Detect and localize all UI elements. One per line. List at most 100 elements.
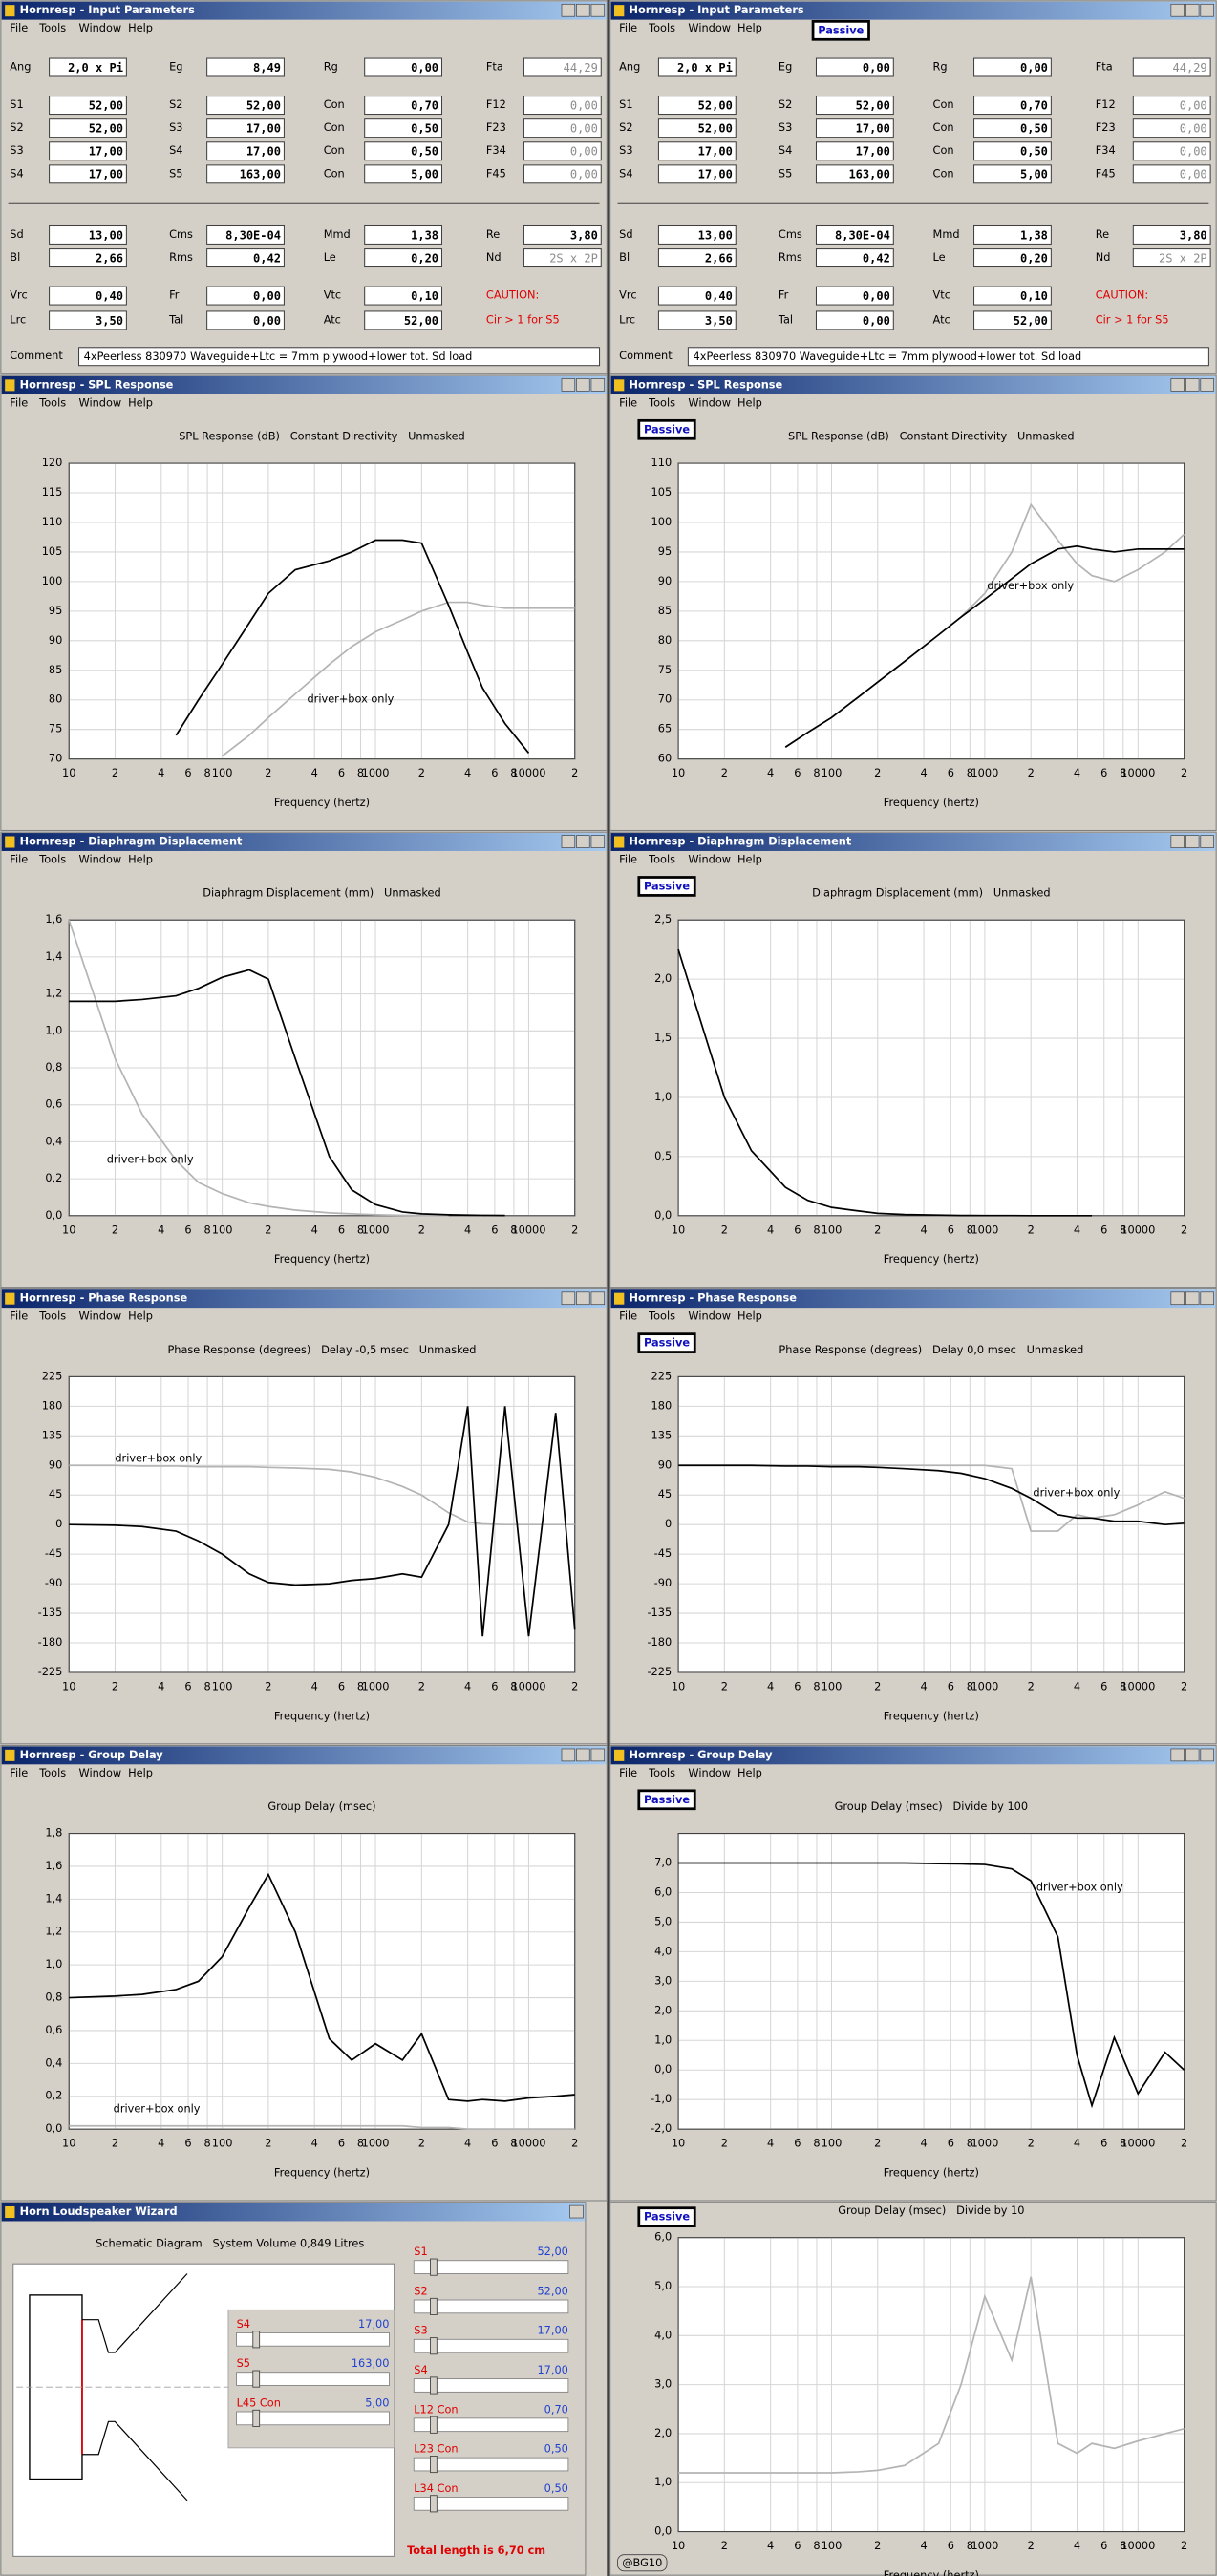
- slider-track[interactable]: [413, 2260, 569, 2274]
- close-button[interactable]: [590, 1291, 606, 1306]
- input-field[interactable]: [815, 141, 894, 161]
- input-field[interactable]: [49, 224, 127, 245]
- menu-item[interactable]: Tools: [38, 1309, 66, 1323]
- minimize-button[interactable]: [1170, 1291, 1185, 1306]
- input-field[interactable]: [815, 224, 894, 245]
- slider-track[interactable]: [413, 2417, 569, 2433]
- input-field[interactable]: [364, 96, 443, 116]
- menu-item[interactable]: Window: [688, 1766, 731, 1779]
- menu-item[interactable]: Window: [688, 21, 731, 34]
- menu-item[interactable]: File: [619, 21, 637, 34]
- maximize-button[interactable]: [1185, 835, 1200, 848]
- input-field[interactable]: [206, 310, 285, 330]
- input-field[interactable]: [973, 164, 1052, 184]
- minimize-button[interactable]: [561, 1748, 576, 1762]
- menu-item[interactable]: Help: [737, 21, 762, 34]
- input-field[interactable]: [1132, 164, 1211, 184]
- menu-item[interactable]: Help: [737, 1309, 762, 1323]
- close-button[interactable]: [1200, 3, 1214, 17]
- input-field[interactable]: [1132, 96, 1211, 116]
- input-field[interactable]: [206, 248, 285, 268]
- input-field[interactable]: [206, 96, 285, 116]
- menu-item[interactable]: Tools: [38, 1766, 66, 1779]
- input-field[interactable]: [364, 57, 443, 77]
- close-button[interactable]: [1200, 378, 1214, 392]
- menu-item[interactable]: File: [619, 395, 637, 409]
- menu-item[interactable]: Tools: [38, 852, 66, 865]
- menu-item[interactable]: Tools: [648, 395, 675, 409]
- minimize-button[interactable]: [1170, 1748, 1185, 1762]
- input-field[interactable]: [815, 286, 894, 306]
- menu-item[interactable]: Window: [688, 395, 731, 409]
- input-field[interactable]: [523, 224, 602, 245]
- menu-item[interactable]: Window: [688, 1309, 731, 1323]
- input-field[interactable]: [49, 248, 127, 268]
- menu-item[interactable]: File: [10, 21, 28, 34]
- close-button[interactable]: [590, 378, 606, 392]
- input-field[interactable]: [364, 118, 443, 138]
- comment-field[interactable]: [78, 347, 601, 367]
- input-field[interactable]: [973, 118, 1052, 138]
- slider-thumb[interactable]: [252, 2331, 261, 2349]
- input-field[interactable]: [657, 248, 737, 268]
- input-field[interactable]: [657, 57, 737, 77]
- input-field[interactable]: [973, 224, 1052, 245]
- menu-item[interactable]: Help: [737, 395, 762, 409]
- input-field[interactable]: [1132, 57, 1211, 77]
- input-field[interactable]: [973, 96, 1052, 116]
- menu-item[interactable]: Help: [128, 395, 153, 409]
- menu-item[interactable]: Window: [79, 21, 122, 34]
- slider-track[interactable]: [413, 2338, 569, 2353]
- menu-item[interactable]: Tools: [648, 1766, 675, 1779]
- maximize-button[interactable]: [1185, 1291, 1200, 1306]
- input-field[interactable]: [206, 118, 285, 138]
- menu-item[interactable]: Window: [79, 1309, 122, 1323]
- menu-item[interactable]: Help: [737, 1766, 762, 1779]
- slider-thumb[interactable]: [430, 2416, 438, 2434]
- menu-item[interactable]: File: [10, 395, 28, 409]
- menu-item[interactable]: Window: [79, 395, 122, 409]
- maximize-button[interactable]: [1185, 378, 1200, 392]
- menu-item[interactable]: Tools: [648, 1309, 675, 1323]
- input-field[interactable]: [1132, 224, 1211, 245]
- menu-item[interactable]: Help: [128, 852, 153, 865]
- slider-thumb[interactable]: [252, 2370, 261, 2388]
- input-field[interactable]: [657, 141, 737, 161]
- input-field[interactable]: [973, 57, 1052, 77]
- input-field[interactable]: [49, 286, 127, 306]
- input-field[interactable]: [49, 118, 127, 138]
- menu-item[interactable]: File: [619, 852, 637, 865]
- minimize-button[interactable]: [561, 835, 576, 848]
- input-field[interactable]: [206, 141, 285, 161]
- slider-thumb[interactable]: [430, 2297, 438, 2315]
- close-button[interactable]: [590, 1748, 606, 1762]
- comment-field[interactable]: [687, 347, 1209, 367]
- input-field[interactable]: [49, 164, 127, 184]
- slider-track[interactable]: [413, 2299, 569, 2314]
- menu-item[interactable]: Tools: [648, 21, 675, 34]
- input-field[interactable]: [1132, 118, 1211, 138]
- maximize-button[interactable]: [576, 3, 590, 17]
- minimize-button[interactable]: [1170, 835, 1185, 848]
- input-field[interactable]: [523, 164, 602, 184]
- menu-item[interactable]: Window: [79, 852, 122, 865]
- slider-thumb[interactable]: [430, 2337, 438, 2355]
- input-field[interactable]: [49, 96, 127, 116]
- input-field[interactable]: [815, 164, 894, 184]
- input-field[interactable]: [523, 118, 602, 138]
- input-field[interactable]: [657, 286, 737, 306]
- input-field[interactable]: [206, 224, 285, 245]
- menu-item[interactable]: Help: [737, 852, 762, 865]
- slider-track[interactable]: [413, 2497, 569, 2511]
- slider-thumb[interactable]: [430, 2258, 438, 2276]
- input-field[interactable]: [364, 286, 443, 306]
- menu-item[interactable]: Tools: [38, 21, 66, 34]
- input-field[interactable]: [657, 310, 737, 330]
- close-button[interactable]: [590, 3, 606, 17]
- minimize-button[interactable]: [1170, 378, 1185, 392]
- input-field[interactable]: [1132, 141, 1211, 161]
- minimize-button[interactable]: [561, 378, 576, 392]
- input-field[interactable]: [973, 248, 1052, 268]
- close-button[interactable]: [1200, 1291, 1214, 1306]
- minimize-button[interactable]: [1170, 3, 1185, 17]
